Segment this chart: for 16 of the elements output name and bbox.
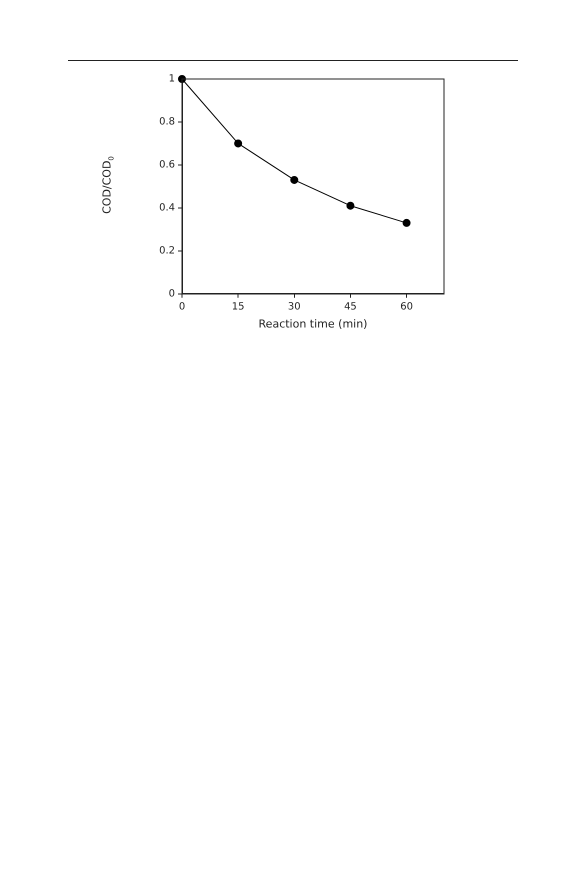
y-tick-label: 0.6 — [159, 160, 175, 171]
y-tick-label: 0.2 — [159, 245, 175, 256]
x-axis-title: Reaction time (min) — [258, 317, 368, 330]
point — [346, 202, 354, 210]
x-tick-label: 30 — [288, 301, 301, 312]
x-tick-label: 0 — [178, 301, 186, 312]
y-tick-label: 0 — [168, 288, 175, 300]
y-tick-label: 1 — [168, 74, 175, 85]
x-tick-label: 15 — [232, 301, 245, 312]
point — [234, 139, 242, 148]
x-tick-label: 60 — [400, 301, 413, 312]
point — [402, 218, 411, 227]
x-tick-label: 45 — [344, 301, 357, 312]
y-tick-label: 0.4 — [159, 202, 175, 214]
point — [290, 176, 298, 184]
y-tick-label: 0.8 — [159, 116, 175, 128]
